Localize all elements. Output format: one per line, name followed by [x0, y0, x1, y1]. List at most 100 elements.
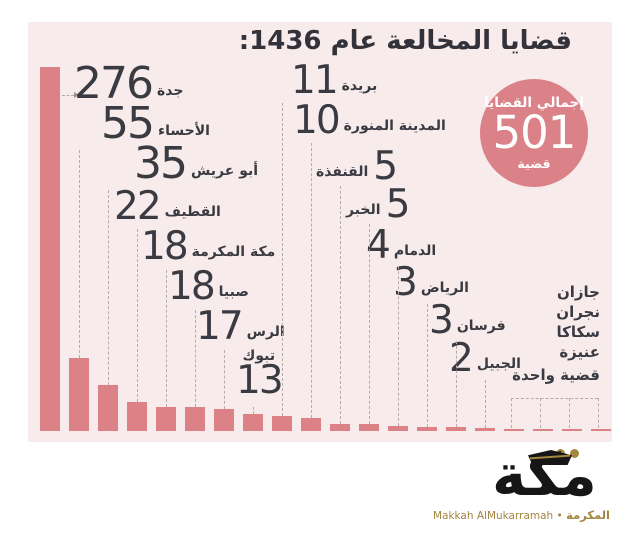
total-cases-badge: إجمالي القضايا 501 قضية	[480, 79, 588, 187]
value-بريدة: 11	[291, 58, 339, 103]
city-القطيف: القطيف	[164, 203, 221, 220]
label-المدينة المنورة: 10 المدينة المنورة	[293, 98, 446, 143]
city-صبيا: صبيا	[218, 283, 249, 300]
label-فرسان: 3 فرسان	[429, 298, 506, 343]
city-الدمام: الدمام	[393, 242, 437, 259]
city-مكة المكرمة: مكة المكرمة	[191, 243, 276, 260]
leader-line	[427, 304, 428, 427]
city-جدة: جدة	[156, 82, 184, 99]
city-الجبيل: الجبيل	[476, 355, 521, 372]
logo-subtitle: Makkah AlMukarramah • المكرمة	[433, 508, 610, 522]
city-الأحساء: الأحساء	[158, 122, 210, 139]
city-المدينة المنورة: المدينة المنورة	[343, 117, 446, 134]
value-القنفذة: 5	[373, 144, 398, 189]
leader-line	[137, 229, 138, 402]
leader-line	[340, 186, 341, 424]
city-القنفذة: القنفذة	[316, 163, 369, 180]
value-الرس: 17	[196, 304, 244, 349]
label-بريدة: 11 بريدة	[291, 58, 378, 103]
value-الدمام: 4	[366, 223, 391, 268]
label-القطيف: 22 القطيف	[114, 184, 221, 229]
jeddah-arrow-icon	[74, 92, 79, 98]
leader-line	[369, 224, 370, 424]
label-الرس: 17 الرس	[196, 304, 285, 349]
label-مكة المكرمة: 18 مكة المكرمة	[141, 224, 276, 269]
label-الأحساء: 55 الأحساء	[101, 98, 210, 149]
label-أبو عريش: 35 أبو عريش	[134, 138, 259, 189]
bar-سكاكا	[562, 429, 582, 431]
bar-جازان	[504, 429, 524, 431]
value-مكة المكرمة: 18	[141, 224, 189, 269]
bar-فرسان	[446, 427, 466, 431]
label-الخبر: الخبر 5	[346, 182, 411, 227]
ones-bracket-drop	[540, 398, 541, 428]
leader-line	[485, 380, 486, 428]
value-الخبر: 5	[385, 182, 411, 227]
logo-subtitle-ar: المكرمة	[566, 508, 610, 522]
leader-line	[456, 341, 457, 427]
city-الرس: الرس	[246, 323, 285, 340]
chart-title: قضايا المخالعة عام 1436:	[238, 26, 573, 56]
bar-جدة	[40, 67, 60, 431]
label-تبوك: تبوك 13	[236, 348, 284, 404]
one-case-city-سكاكا: سكاكا	[556, 323, 600, 341]
bar-القنفذة	[330, 424, 350, 431]
bar-الرس	[214, 409, 234, 431]
one-case-city-عنيزة: عنيزة	[559, 343, 600, 361]
badge-value: 501	[492, 105, 577, 159]
city-تبوك: تبوك	[242, 348, 276, 364]
value-أبو عريش: 35	[134, 138, 188, 189]
bar-الجبيل	[475, 428, 495, 431]
city-الرياض: الرياض	[420, 279, 469, 296]
ones-bracket-drop	[511, 398, 512, 428]
bar-عنيزة	[591, 429, 611, 431]
value-الأحساء: 55	[101, 98, 155, 149]
value-فرسان: 3	[429, 298, 454, 343]
logo-subtitle-sep: •	[556, 510, 563, 522]
badge-label: إجمالي القضايا	[484, 94, 584, 111]
bar-الخبر	[359, 424, 379, 431]
city-أبو عريش: أبو عريش	[191, 162, 259, 179]
leader-line	[79, 150, 80, 358]
one-case-city-نجران: نجران	[556, 303, 600, 321]
bar-الرياض	[417, 427, 437, 431]
bar-تبوك	[243, 414, 263, 431]
ones-bracket-drop	[569, 398, 570, 428]
value-تبوك: 13	[236, 358, 284, 404]
bar-الأحساء	[69, 358, 89, 431]
label-الرياض: 3 الرياض	[393, 260, 469, 305]
bar-الدمام	[388, 426, 408, 431]
label-الجبيل: 2 الجبيل	[449, 336, 521, 381]
badge-unit: قضية	[517, 156, 551, 172]
city-الخبر: الخبر	[346, 201, 381, 218]
label-الدمام: 4 الدمام	[366, 223, 437, 268]
bar-صبيا	[185, 407, 205, 431]
value-المدينة المنورة: 10	[293, 98, 341, 143]
leader-line	[282, 103, 283, 416]
bar-نجران	[533, 429, 553, 431]
bar-مكة المكرمة	[156, 407, 176, 431]
leader-line	[166, 270, 167, 407]
value-القطيف: 22	[114, 184, 162, 229]
value-صبيا: 18	[168, 264, 216, 309]
leader-line	[224, 350, 225, 409]
leader-line	[311, 143, 312, 418]
value-الجبيل: 2	[449, 336, 474, 381]
logo-subtitle-en: Makkah AlMukarramah	[432, 510, 554, 522]
leader-line	[253, 407, 254, 414]
city-فرسان: فرسان	[456, 317, 506, 334]
label-صبيا: 18 صبيا	[168, 264, 249, 309]
value-جدة: 276	[74, 58, 154, 109]
bar-بريدة	[272, 416, 292, 431]
city-بريدة: بريدة	[341, 77, 378, 94]
bar-القطيف	[127, 402, 147, 431]
leader-line	[108, 190, 109, 385]
leader-line	[398, 266, 399, 426]
jeddah-leader-line	[62, 95, 74, 96]
ones-bracket	[511, 398, 598, 399]
one-case-city-جازان: جازان	[556, 283, 600, 301]
value-الرياض: 3	[393, 260, 418, 305]
label-القنفذة: القنفذة 5	[316, 144, 398, 189]
leader-line	[195, 310, 196, 407]
